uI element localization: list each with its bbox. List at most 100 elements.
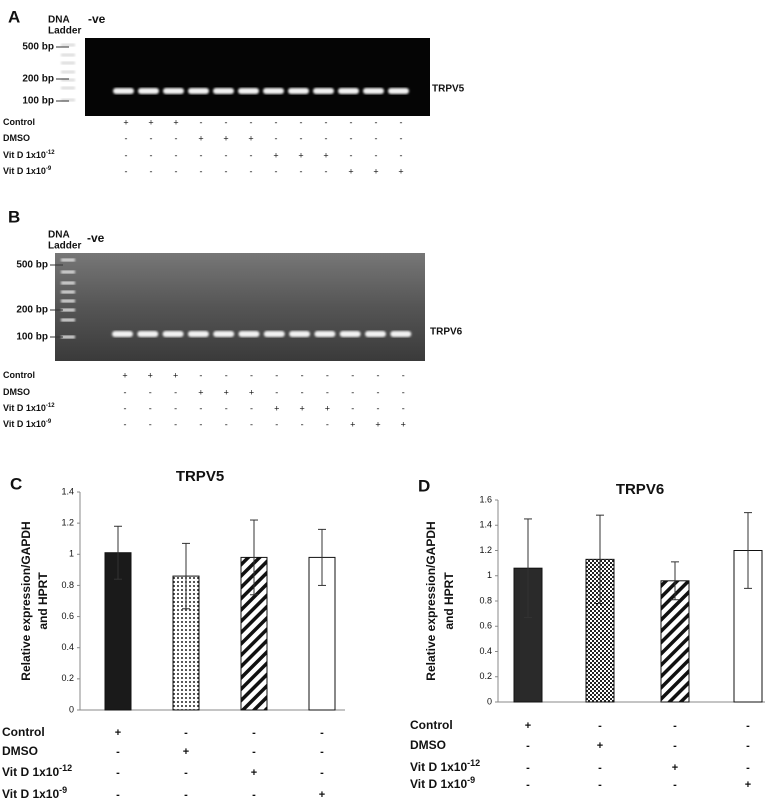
sign: + [251,767,257,779]
lane-band [213,331,235,337]
marker-label: 500 bp [22,42,54,53]
sign: + [148,117,153,127]
sign: - [350,133,353,143]
sign: - [199,403,202,413]
sign: - [301,387,304,397]
row-name: Vit D 1x10 [3,150,46,160]
ladder-band [61,61,75,65]
sign: + [183,746,189,758]
sign: - [125,150,128,160]
row-sup: -9 [46,166,52,172]
row-label: Vit D 1x10-9 [410,775,475,791]
sign: - [250,150,253,160]
sign: + [325,403,330,413]
sign: - [325,133,328,143]
sign: + [375,419,380,429]
sign: - [225,370,228,380]
y-tick-label: 0.8 [479,595,492,605]
row-name: DMSO [410,738,446,752]
sign: - [400,150,403,160]
sign: + [224,387,229,397]
sign: + [273,150,278,160]
row-label: DMSO [2,744,38,758]
neg-label: -ve [88,12,106,26]
sign: - [174,387,177,397]
sign: - [320,767,324,779]
row-label: Vit D 1x10-12 [3,403,55,414]
lane-band [163,88,184,94]
lane-band [314,331,336,337]
row-sup: -12 [467,758,480,768]
sign: - [200,117,203,127]
lane-band [388,88,409,94]
marker-label: 500 bp [16,260,48,271]
ladder-band [61,318,75,322]
row-name: DMSO [3,133,30,143]
sign: + [123,117,128,127]
sign: - [526,762,530,774]
sign: - [326,387,329,397]
row-name: Vit D 1x10 [2,765,59,779]
sign: - [326,419,329,429]
sign: + [348,166,353,176]
sign: - [377,370,380,380]
lane-band [263,331,285,337]
gene-label: TRPV6 [430,327,463,338]
sign: - [320,746,324,758]
sign: + [148,370,153,380]
sign: - [275,133,278,143]
y-axis-label: Relative expression/GAPDH [19,521,33,680]
row-name: Vit D 1x10 [3,166,46,176]
row-sup: -12 [46,403,55,409]
sign: + [398,166,403,176]
row-name: Vit D 1x10 [410,777,467,791]
sign: - [598,762,602,774]
sign: - [250,419,253,429]
sign: - [124,419,127,429]
row-name: Control [3,370,35,380]
sign: + [173,370,178,380]
row-sup: -9 [467,775,475,785]
sign: - [250,370,253,380]
row-name: DMSO [2,744,38,758]
sign: - [598,720,602,732]
sign: - [351,403,354,413]
sign: - [125,166,128,176]
sign: - [301,419,304,429]
sign: + [745,779,751,791]
lane-band [363,88,384,94]
sign: - [199,419,202,429]
ladder-band [61,290,75,294]
y-tick-label: 1.4 [479,520,492,530]
sign: - [225,150,228,160]
sign: + [299,403,304,413]
sign: - [250,117,253,127]
y-tick-label: 0 [69,704,74,714]
row-label: Vit D 1x10-12 [3,150,55,161]
sign: + [198,387,203,397]
panel-letter: D [418,476,430,495]
lane-band [365,331,386,337]
marker-label: 100 bp [16,332,48,343]
lane-band [138,88,159,94]
row-label: DMSO [3,387,30,397]
sign: - [116,767,120,779]
sign: + [173,117,178,127]
sign: - [351,370,354,380]
row-name: Control [3,117,35,127]
sign: - [275,117,278,127]
lane-band [338,88,359,94]
ladder-label: DNA [48,230,70,241]
sign: - [225,117,228,127]
sign: - [149,387,152,397]
sign: - [252,746,256,758]
sign: - [301,370,304,380]
sign: - [377,403,380,413]
sign: - [149,403,152,413]
row-label: Vit D 1x10-12 [2,763,72,779]
ladder-band [61,308,75,312]
row-name: Vit D 1x10 [2,787,59,798]
row-label: DMSO [410,738,446,752]
sign: - [350,150,353,160]
sign: - [375,150,378,160]
